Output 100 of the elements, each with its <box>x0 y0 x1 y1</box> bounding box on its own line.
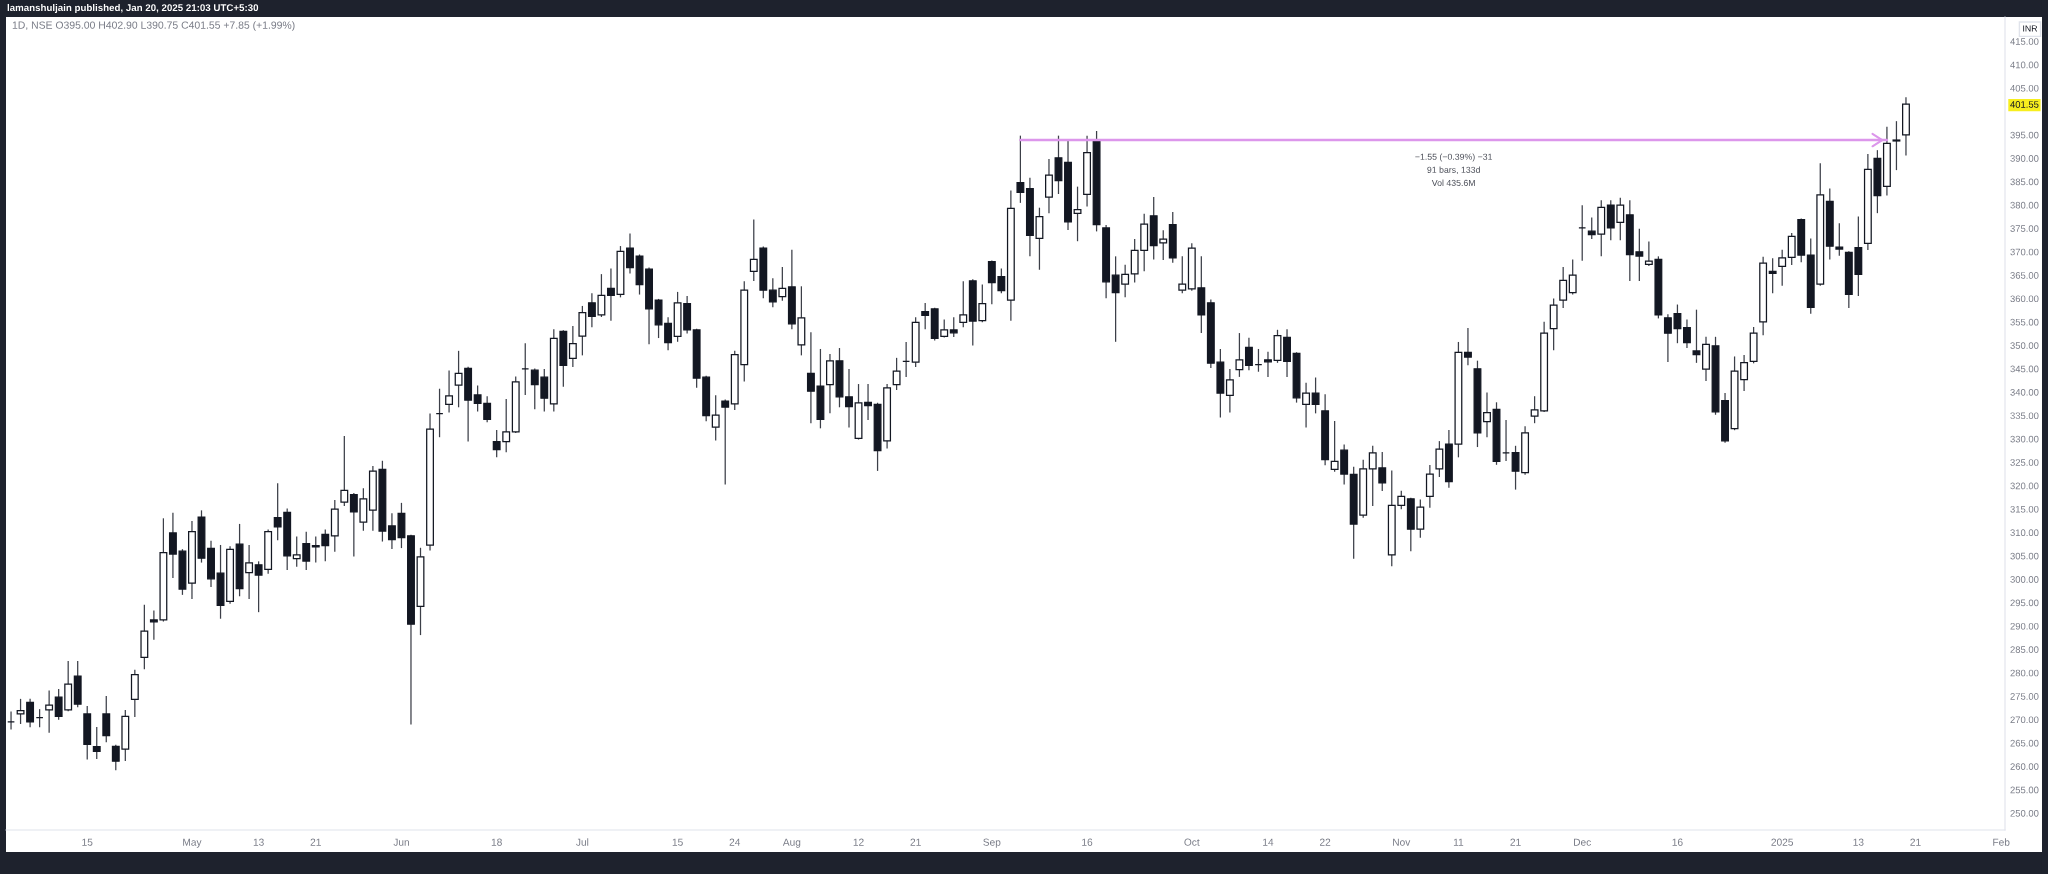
candlestick <box>1483 392 1491 438</box>
candlestick <box>626 233 634 274</box>
candlestick <box>949 317 958 338</box>
x-tick-label: 11 <box>1453 838 1464 846</box>
x-tick-label: 21 <box>1910 838 1921 846</box>
candlestick <box>1264 351 1272 377</box>
x-tick-label: May <box>183 838 202 848</box>
y-tick-label: 250.00 <box>2010 809 2039 817</box>
y-tick-label: 355.00 <box>2010 318 2039 326</box>
y-tick-label: 290.00 <box>2010 622 2039 630</box>
candlestick <box>445 370 454 413</box>
y-tick-label: 385.00 <box>2010 178 2039 186</box>
x-tick-label: 15 <box>82 838 93 846</box>
candlestick <box>1283 329 1291 377</box>
candlestick <box>1235 333 1244 377</box>
annotation: 91 bars, 133d <box>1427 166 1480 174</box>
candlestick <box>1073 186 1082 242</box>
candlestick <box>1559 267 1568 309</box>
y-tick-label: 300.00 <box>2010 576 2039 583</box>
x-tick-label: 13 <box>1853 838 1864 846</box>
chart-title: 1D, NSE O395.00 H402.90 L390.75 C401.55 +7.85 (+1.99%) <box>12 21 295 31</box>
candlestick <box>1311 377 1320 414</box>
x-tick-label: Oct <box>1184 838 1200 846</box>
x-tick-label: 12 <box>853 838 864 846</box>
y-tick-label: 320.00 <box>2010 482 2039 490</box>
candlestick <box>1244 337 1253 371</box>
y-tick-label: 310.00 <box>2010 529 2039 537</box>
y-tick-label: 365.00 <box>2010 272 2039 279</box>
y-tick-label: 335.00 <box>2010 412 2039 420</box>
candlestick <box>1682 319 1691 348</box>
y-tick-label: 360.00 <box>2010 295 2039 303</box>
candlestick <box>45 690 54 733</box>
y-tick-label: 305.00 <box>2010 552 2039 560</box>
candlestick <box>568 326 577 368</box>
candlestick <box>1463 327 1472 366</box>
y-tick-label: 390.00 <box>2010 155 2039 162</box>
candlestick <box>1549 298 1558 351</box>
candlestick <box>921 303 930 330</box>
x-tick-label: 22 <box>1319 838 1331 846</box>
candlestick <box>1425 464 1434 508</box>
y-tick-label: 405.00 <box>2010 84 2039 92</box>
candlestick <box>1045 159 1053 214</box>
candlestick <box>578 305 587 356</box>
y-tick-label: 270.00 <box>2010 716 2039 724</box>
x-tick-label: Dec <box>1574 838 1591 846</box>
candlestick <box>959 281 968 328</box>
y-tick-label: 330.00 <box>2010 435 2039 443</box>
candlestick <box>340 435 349 506</box>
y-tick-label: 260.00 <box>2010 763 2039 770</box>
candlestick <box>1435 441 1444 477</box>
y-tick-label: 401.55 <box>2010 101 2039 108</box>
y-tick-label: 275.00 <box>2010 693 2039 700</box>
x-tick-label: 21 <box>910 838 921 846</box>
y-tick-label: 415.00 <box>2010 38 2039 45</box>
candlestick <box>1892 121 1901 171</box>
x-tick-label: Jun <box>393 838 409 846</box>
x-tick-label: Aug <box>782 838 801 848</box>
candlestick <box>845 369 853 428</box>
x-tick-label: 18 <box>491 838 502 846</box>
candlestick <box>1568 259 1577 295</box>
y-tick-label: 315.00 <box>2010 505 2039 513</box>
candlestick <box>711 395 720 441</box>
candlestick <box>1692 309 1701 363</box>
y-axis-title: INR <box>2023 25 2038 32</box>
y-tick-label: 345.00 <box>2010 365 2039 373</box>
annotation: Vol 435.6M <box>1431 179 1475 186</box>
y-tick-label: 375.00 <box>2010 225 2039 232</box>
y-tick-label: 410.00 <box>2010 61 2039 69</box>
x-tick-label: 24 <box>729 838 741 846</box>
candlestick <box>1778 249 1787 286</box>
x-tick-label: Sep <box>983 838 1001 848</box>
chart-subtitle: lamanshuljain published, Jan 20, 2025 21:03 UTC+5:30 <box>7 3 259 14</box>
candlestick <box>102 696 111 743</box>
x-tick-label: 21 <box>1510 838 1521 846</box>
y-tick-label: 295.00 <box>2010 599 2039 607</box>
y-tick-label: 395.00 <box>2010 131 2039 139</box>
candlestick <box>1016 135 1025 203</box>
candlestick <box>892 357 901 390</box>
candlestick <box>1225 369 1234 413</box>
y-tick-label: 370.00 <box>2010 248 2039 256</box>
x-tick-label: Nov <box>1393 838 1411 846</box>
x-tick-label: 13 <box>253 838 264 846</box>
x-tick-label: 14 <box>1263 838 1274 846</box>
x-tick-label: 16 <box>1672 838 1683 846</box>
candlestick <box>92 726 101 760</box>
y-tick-label: 265.00 <box>2010 739 2039 747</box>
candlestick <box>1768 258 1777 294</box>
y-tick-label: 280.00 <box>2010 669 2039 677</box>
y-tick-label: 380.00 <box>2010 201 2039 209</box>
x-tick-label: Feb <box>1993 838 2010 846</box>
x-tick-label: 21 <box>310 838 321 846</box>
candlestick <box>721 399 730 485</box>
y-tick-label: 340.00 <box>2010 388 2039 396</box>
annotation: −1.55 (−0.39%) −31 <box>1415 153 1493 162</box>
y-tick-label: 255.00 <box>2010 786 2039 794</box>
x-tick-label: 15 <box>672 838 683 846</box>
y-tick-label: 325.00 <box>2010 459 2039 466</box>
x-tick-label: Jul <box>576 838 589 846</box>
candlestick <box>1178 256 1187 294</box>
x-tick-label: 16 <box>1082 838 1093 846</box>
